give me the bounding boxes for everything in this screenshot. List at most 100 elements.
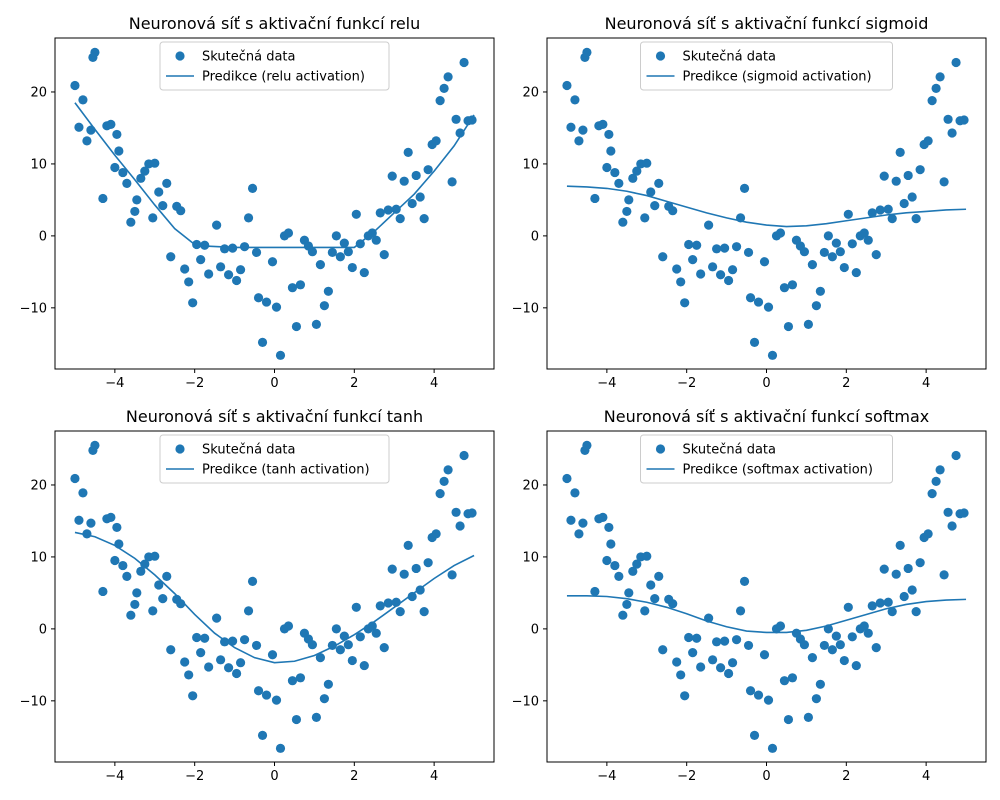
data-point (723, 275, 734, 286)
data-point (184, 277, 194, 287)
data-point (871, 642, 881, 653)
data-point (403, 540, 413, 551)
data-point (459, 450, 469, 461)
data-point (578, 125, 588, 135)
data-point (379, 249, 389, 260)
data-point (459, 57, 469, 68)
x-tick-label: −4 (105, 376, 124, 391)
data-point (323, 286, 333, 296)
data-point (315, 260, 325, 270)
data-point (74, 515, 84, 525)
legend: Skutečná data Predikce (softmax activatio… (640, 434, 893, 484)
data-point (231, 275, 242, 286)
data-point (351, 209, 361, 219)
y-tick-label: 10 (522, 157, 539, 172)
data-point (654, 178, 664, 188)
data-point (827, 252, 837, 262)
y-tick-label: 0 (531, 622, 539, 637)
legend-line-label: Predikce (softmax activation) (683, 463, 874, 478)
data-point (132, 588, 142, 598)
data-point (257, 730, 268, 740)
data-point (727, 265, 738, 275)
x-tick-label: 4 (922, 769, 930, 784)
data-point (731, 242, 742, 252)
data-point (787, 673, 798, 683)
data-point (799, 247, 810, 257)
data-point (158, 201, 168, 211)
data-point (395, 214, 405, 224)
data-point (343, 247, 353, 257)
data-point (835, 640, 845, 650)
data-point (224, 663, 234, 673)
data-point (204, 662, 214, 672)
data-point (106, 512, 116, 522)
data-point (931, 83, 941, 93)
data-point (439, 83, 449, 93)
data-point (307, 640, 318, 650)
data-point (716, 270, 726, 280)
plot-area (70, 440, 477, 753)
data-point (447, 177, 457, 187)
data-point (192, 632, 202, 643)
data-point (779, 676, 790, 686)
chart-panel-2: Neuronová síť s aktivační funkcí sigmoid… (512, 14, 987, 391)
data-point (78, 95, 88, 105)
data-point (253, 686, 264, 696)
data-point (753, 690, 764, 700)
data-point (931, 476, 941, 486)
data-point (235, 658, 246, 668)
data-point (423, 165, 433, 175)
data-point (622, 599, 632, 610)
data-point (180, 657, 190, 667)
legend-scatter-label: Skutečná data (202, 443, 295, 458)
data-point (624, 195, 634, 205)
data-point (763, 302, 774, 312)
data-point (903, 563, 913, 574)
data-point (455, 128, 465, 138)
data-point (70, 80, 80, 91)
data-point (915, 558, 925, 568)
data-point (154, 580, 164, 590)
data-point (166, 252, 176, 262)
data-point (275, 350, 286, 360)
data-point (126, 610, 136, 620)
data-point (654, 571, 664, 581)
data-point (863, 628, 873, 638)
data-point (935, 72, 945, 82)
data-point (875, 205, 885, 215)
data-point (150, 551, 160, 561)
data-point (606, 539, 616, 549)
data-point (735, 606, 746, 616)
data-point (895, 147, 905, 158)
data-point (204, 269, 214, 279)
data-point (90, 440, 100, 450)
prediction-line (566, 185, 967, 228)
data-point (819, 640, 829, 651)
data-point (419, 214, 429, 224)
data-point (387, 564, 397, 574)
data-point (684, 632, 694, 643)
data-point (692, 633, 702, 643)
data-point (216, 262, 226, 272)
data-point (570, 95, 580, 105)
data-point (783, 714, 794, 725)
data-point (590, 193, 600, 204)
data-point (335, 645, 345, 655)
x-tick-label: −2 (677, 769, 696, 784)
chart-title: Neuronová síť s aktivační funkcí relu (129, 14, 421, 33)
data-point (851, 267, 861, 278)
data-point (267, 257, 278, 267)
y-tick-label: 0 (39, 622, 47, 637)
data-point (98, 193, 108, 204)
y-tick-label: 20 (522, 478, 539, 493)
data-point (582, 440, 592, 450)
data-point (166, 645, 176, 655)
data-point (763, 695, 774, 705)
data-point (947, 521, 957, 531)
data-point (319, 301, 329, 311)
data-point (130, 599, 140, 610)
data-point (375, 208, 385, 218)
data-point (640, 606, 650, 616)
data-point (319, 694, 329, 704)
data-point (443, 465, 453, 475)
